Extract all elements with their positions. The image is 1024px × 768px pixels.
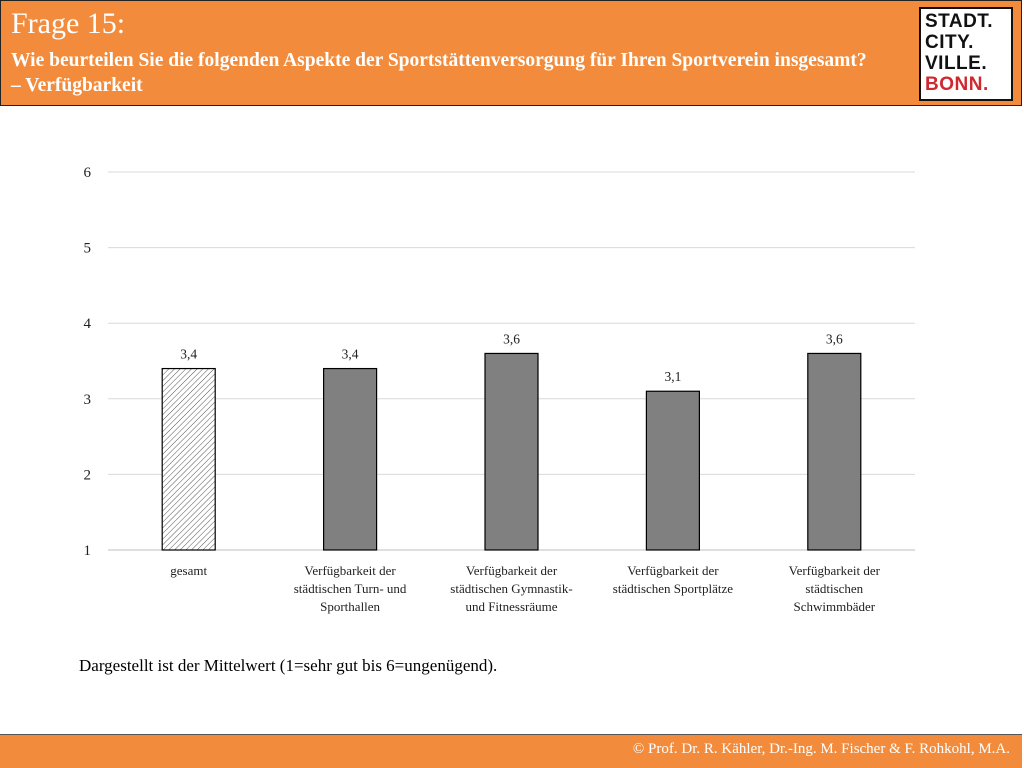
category-label: gesamt: [170, 563, 207, 578]
bar-value-label: 3,6: [826, 331, 843, 346]
category-label: Verfügbarkeit der: [789, 563, 881, 578]
category-label: Verfügbarkeit der: [466, 563, 558, 578]
bar: [807, 352, 862, 551]
category-label: städtischen Gymnastik-: [450, 581, 572, 596]
logo-line-4: BONN.: [925, 74, 989, 95]
bar-value-label: 3,4: [180, 347, 197, 362]
category-label: städtischen Turn- und: [294, 581, 407, 596]
category-label: Schwimmbäder: [794, 599, 876, 614]
category-label: Sporthallen: [320, 599, 380, 614]
logo-line-1: STADT.: [925, 11, 994, 32]
category-label: städtischen Sportplätze: [613, 581, 733, 596]
bar-value-label: 3,6: [503, 331, 520, 346]
footer-banner: © Prof. Dr. R. Kähler, Dr.-Ing. M. Fisch…: [0, 734, 1022, 768]
logo-line-3: VILLE.: [925, 53, 988, 74]
category-label: städtischen: [805, 581, 863, 596]
y-tick-label: 4: [84, 316, 92, 332]
category-label: und Fitnessräume: [465, 599, 557, 614]
y-tick-label: 6: [84, 165, 92, 181]
bar: [161, 367, 216, 551]
category-label: Verfügbarkeit der: [304, 563, 396, 578]
bonn-logo: STADT. CITY. VILLE. BONN.: [919, 7, 1013, 101]
y-tick-label: 2: [84, 467, 92, 483]
bar: [323, 367, 378, 551]
bar-value-label: 3,1: [664, 369, 681, 384]
question-number: Frage 15:: [11, 7, 126, 40]
y-tick-label: 3: [84, 392, 92, 408]
y-tick-label: 1: [84, 543, 92, 559]
bar: [484, 352, 539, 551]
y-tick-label: 5: [84, 241, 92, 257]
category-label: Verfügbarkeit der: [627, 563, 719, 578]
copyright-text: © Prof. Dr. R. Kähler, Dr.-Ing. M. Fisch…: [632, 741, 1010, 757]
bar-value-label: 3,4: [342, 347, 359, 362]
question-text: Wie beurteilen Sie die folgenden Aspekte…: [11, 50, 867, 96]
bar-chart: 1 2 3 4 5 6 3,4 gesamt 3,4 Verfügbarkeit der städt…: [84, 165, 915, 614]
header-banner: Frage 15: Wie beurteilen Sie die folgend…: [0, 0, 1022, 106]
logo-line-2: CITY.: [925, 32, 974, 53]
bar: [645, 390, 701, 551]
chart-footnote: Dargestellt ist der Mittelwert (1=sehr g…: [79, 656, 498, 675]
